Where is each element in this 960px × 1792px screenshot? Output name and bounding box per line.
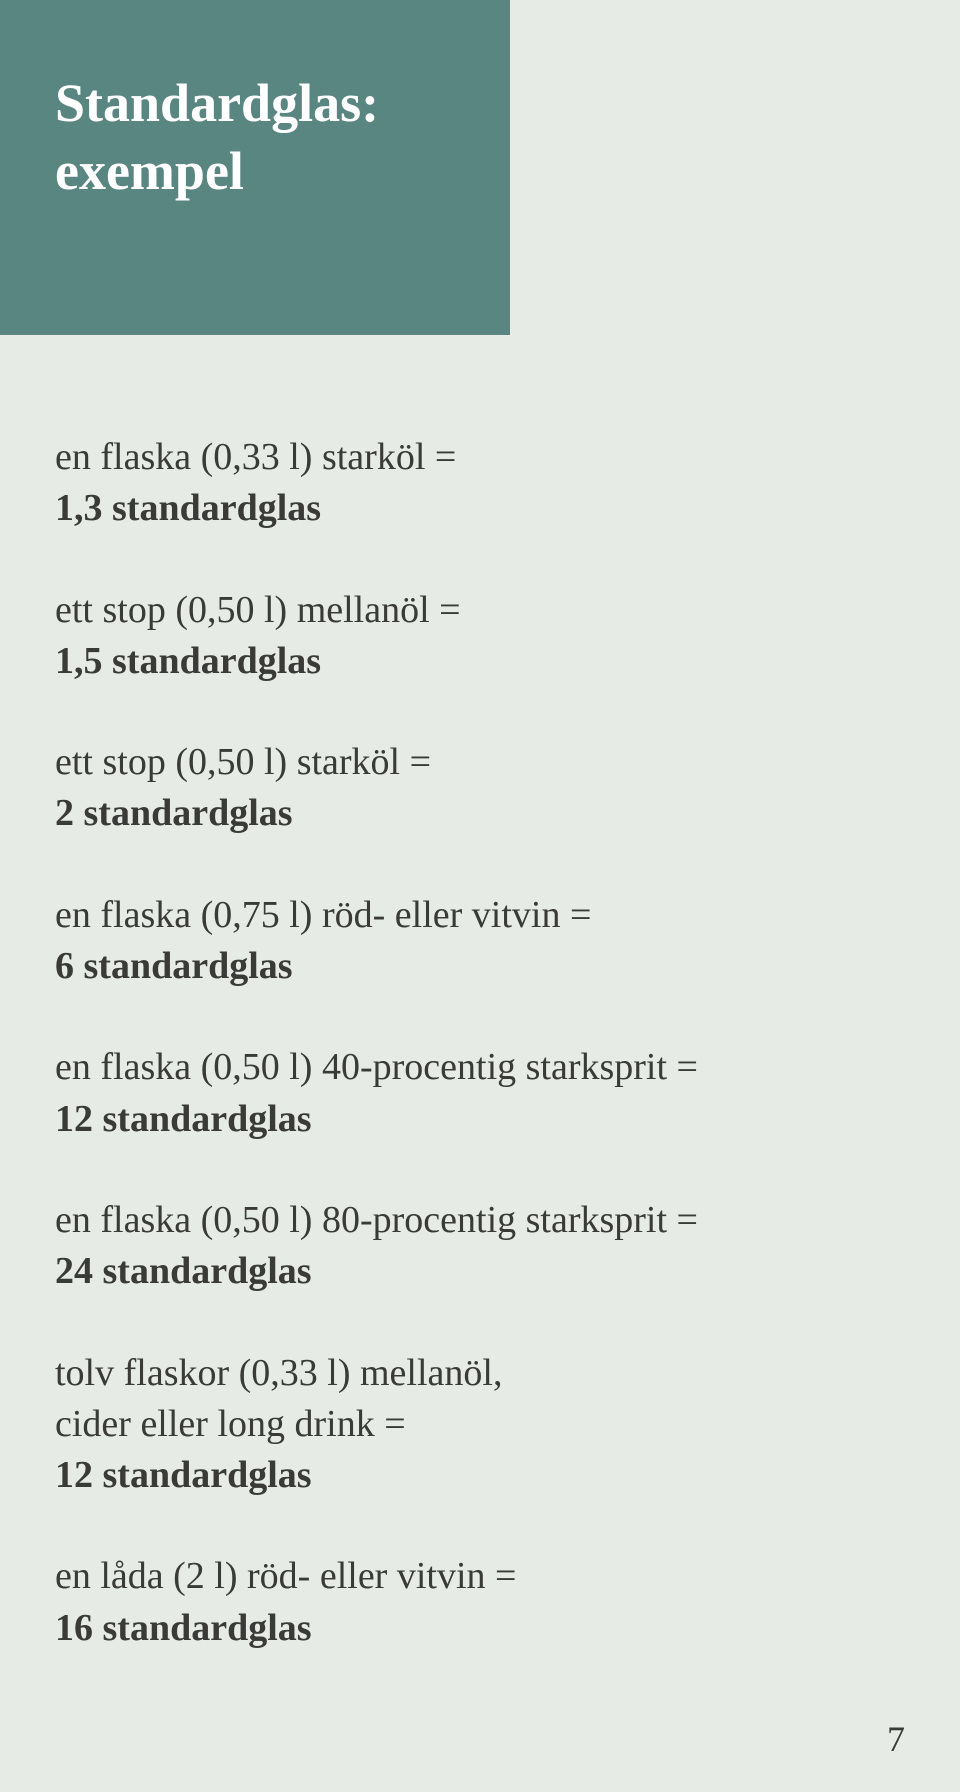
list-item: ett stop (0,50 l) mellanöl = 1,5 standar… (55, 585, 880, 688)
list-item: ett stop (0,50 l) starköl = 2 standardgl… (55, 737, 880, 840)
header-block: Standardglas: exempel (0, 0, 510, 335)
item-result: 16 standardglas (55, 1603, 880, 1654)
item-description: en flaska (0,50 l) 80-procentig starkspr… (55, 1195, 880, 1246)
item-description: en flaska (0,50 l) 40-procentig starkspr… (55, 1042, 880, 1093)
list-item: en flaska (0,50 l) 80-procentig starkspr… (55, 1195, 880, 1298)
list-item: en flaska (0,33 l) starköl = 1,3 standar… (55, 432, 880, 535)
list-item: en låda (2 l) röd- eller vitvin = 16 sta… (55, 1551, 880, 1654)
item-result: 1,3 standardglas (55, 483, 880, 534)
title-line-2: exempel (55, 141, 244, 201)
item-description: tolv flaskor (0,33 l) mellanöl, cider el… (55, 1348, 880, 1451)
item-result: 6 standardglas (55, 941, 880, 992)
item-result: 2 standardglas (55, 788, 880, 839)
item-result: 12 standardglas (55, 1094, 880, 1145)
list-item: en flaska (0,50 l) 40-procentig starkspr… (55, 1042, 880, 1145)
content-list: en flaska (0,33 l) starköl = 1,3 standar… (55, 432, 880, 1704)
page-number: 7 (887, 1718, 905, 1760)
item-description: en flaska (0,33 l) starköl = (55, 432, 880, 483)
list-item: en flaska (0,75 l) röd- eller vitvin = 6… (55, 890, 880, 993)
page: Standardglas: exempel en flaska (0,33 l)… (0, 0, 960, 1792)
item-description: ett stop (0,50 l) mellanöl = (55, 585, 880, 636)
item-description: en låda (2 l) röd- eller vitvin = (55, 1551, 880, 1602)
item-description: ett stop (0,50 l) starköl = (55, 737, 880, 788)
item-result: 12 standardglas (55, 1450, 880, 1501)
item-description: en flaska (0,75 l) röd- eller vitvin = (55, 890, 880, 941)
page-title: Standardglas: exempel (55, 70, 510, 205)
title-line-1: Standardglas: (55, 73, 379, 133)
item-result: 1,5 standardglas (55, 636, 880, 687)
list-item: tolv flaskor (0,33 l) mellanöl, cider el… (55, 1348, 880, 1502)
item-result: 24 standardglas (55, 1246, 880, 1297)
